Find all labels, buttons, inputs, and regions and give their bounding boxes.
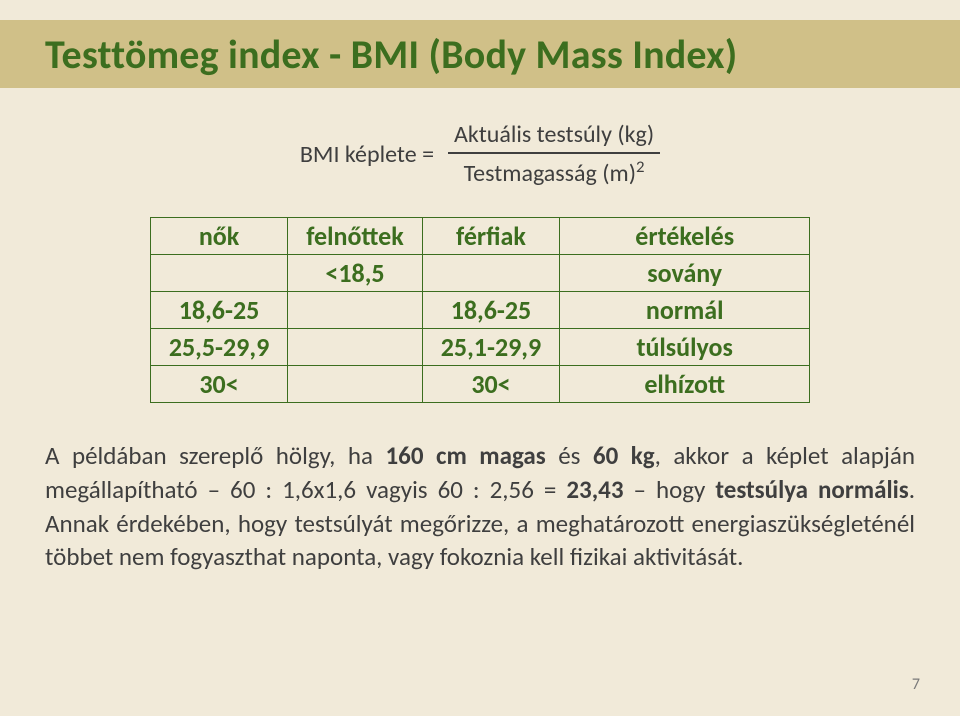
table-row: 18,6-25 18,6-25 normál bbox=[150, 292, 809, 329]
cell bbox=[288, 329, 423, 366]
table-row: 25,5-29,9 25,1-29,9 túlsúlyos bbox=[150, 329, 809, 366]
cell: 30< bbox=[150, 366, 287, 403]
cell: 25,5-29,9 bbox=[150, 329, 287, 366]
cell: sovány bbox=[560, 255, 810, 292]
formula-label: BMI képlete = bbox=[300, 140, 434, 169]
col-header-nok: nők bbox=[150, 218, 287, 255]
fraction-line bbox=[448, 152, 660, 154]
formula-denominator: Testmagasság (m)2 bbox=[458, 156, 651, 189]
cell bbox=[150, 255, 287, 292]
formula-fraction: Aktuális testsúly (kg) Testmagasság (m)2 bbox=[448, 120, 660, 189]
cell: 25,1-29,9 bbox=[422, 329, 559, 366]
cell: normál bbox=[560, 292, 810, 329]
slide-title: Testtömeg index - BMI (Body Mass Index) bbox=[45, 30, 737, 79]
example-paragraph: A példában szereplő hölgy, ha 160 cm mag… bbox=[45, 439, 915, 574]
table-row: nők felnőttek férfiak értékelés bbox=[150, 218, 809, 255]
slide: Testtömeg index - BMI (Body Mass Index) … bbox=[0, 0, 960, 716]
page-number: 7 bbox=[912, 675, 920, 694]
formula-numerator: Aktuális testsúly (kg) bbox=[448, 120, 660, 150]
cell: 18,6-25 bbox=[422, 292, 559, 329]
cell: <18,5 bbox=[288, 255, 423, 292]
cell: 18,6-25 bbox=[150, 292, 287, 329]
table-row: <18,5 sovány bbox=[150, 255, 809, 292]
bmi-formula: BMI képlete = Aktuális testsúly (kg) Tes… bbox=[45, 120, 915, 189]
cell bbox=[422, 255, 559, 292]
col-header-ertekeles: értékelés bbox=[560, 218, 810, 255]
col-header-felnottek: felnőttek bbox=[288, 218, 423, 255]
bmi-table: nők felnőttek férfiak értékelés <18,5 so… bbox=[150, 217, 810, 403]
cell bbox=[288, 292, 423, 329]
title-bar: Testtömeg index - BMI (Body Mass Index) bbox=[0, 20, 960, 88]
col-header-ferfiak: férfiak bbox=[422, 218, 559, 255]
cell: elhízott bbox=[560, 366, 810, 403]
table-row: 30< 30< elhízott bbox=[150, 366, 809, 403]
cell bbox=[288, 366, 423, 403]
cell: 30< bbox=[422, 366, 559, 403]
cell: túlsúlyos bbox=[560, 329, 810, 366]
